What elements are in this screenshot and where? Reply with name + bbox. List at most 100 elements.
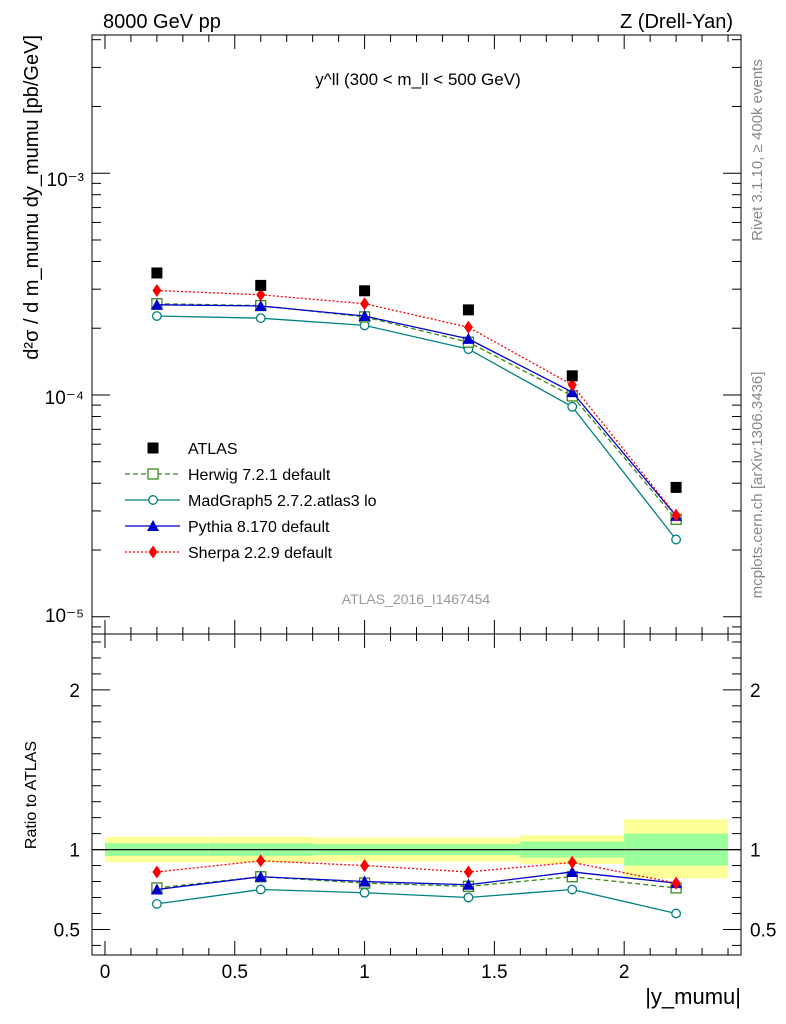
watermark: ATLAS_2016_I1467454 [342, 591, 491, 607]
ratio-point-madgraph [671, 908, 682, 919]
ratio-y-tick-label: 0.5 [54, 920, 80, 941]
main-point-atlas [670, 481, 682, 493]
main-point-pythia [566, 386, 579, 398]
main-x-ticks [104, 35, 729, 634]
legend-label-atlas: ATLAS [188, 441, 238, 458]
main-point-sherpa [671, 508, 681, 522]
main-series-group [150, 267, 683, 545]
ratio-line-pythia [156, 871, 677, 891]
main-y-axis-label: d²σ / d m_mumu dy_mumu [pb/GeV] [21, 35, 43, 360]
ratio-y-axis-label: Ratio to ATLAS [23, 741, 40, 849]
mcplots-label: mcplots.cern.ch [arXiv:1306.3436] [749, 372, 766, 599]
ratio-point-pythia [358, 875, 371, 887]
main-line-sherpa [156, 289, 677, 516]
ratio-line-madgraph [156, 888, 677, 915]
main-point-madgraph [255, 313, 266, 324]
main-y-ticks [92, 39, 741, 628]
ratio-y-tick-label-right: 2 [750, 681, 761, 702]
legend-label-sherpa: Sherpa 2.2.9 default [188, 545, 333, 562]
main-series-sherpa [152, 283, 681, 522]
legend-marker-herwig [147, 468, 159, 480]
legend-item-atlas: ATLAS [147, 441, 238, 458]
main-series-atlas [151, 267, 682, 493]
ratio-point-sherpa [360, 859, 370, 873]
main-series-herwig [151, 298, 682, 525]
ratio-y-tick-label-right: 1 [750, 841, 761, 862]
ratio-frame [91, 633, 742, 956]
ratio-point-sherpa [256, 854, 266, 868]
ratio-series-sherpa [152, 854, 681, 890]
ratio-point-pythia [462, 878, 475, 890]
main-point-madgraph [567, 401, 578, 412]
ratio-point-pythia [566, 865, 579, 877]
ratio-point-madgraph [359, 887, 370, 898]
ratio-bands [92, 819, 741, 879]
main-series-madgraph [151, 311, 682, 545]
ratio-point-pythia [150, 883, 163, 895]
legend-marker-atlas [147, 442, 159, 454]
x-axis-label: |y_mumu| [645, 984, 741, 1009]
main-point-atlas [359, 285, 371, 297]
legend-item-pythia: Pythia 8.170 default [125, 519, 330, 536]
main-point-sherpa [360, 297, 370, 311]
ratio-point-madgraph [151, 898, 162, 909]
main-line-madgraph [156, 315, 677, 540]
x-tick-label: 0 [100, 962, 111, 983]
main-point-pythia [462, 332, 475, 344]
main-point-sherpa [152, 283, 162, 297]
ratio-y-tick-label: 1 [69, 841, 80, 862]
legend-marker-pythia [147, 520, 159, 531]
x-tick-label: 1.5 [481, 962, 507, 983]
ratio-line-sherpa [156, 860, 677, 884]
rivet-label: Rivet 3.1.10, ≥ 400k events [749, 59, 766, 241]
ratio-point-madgraph [255, 884, 266, 895]
main-point-madgraph [151, 311, 162, 321]
main-line-herwig [156, 303, 677, 520]
ratio-point-sherpa [671, 876, 681, 890]
ratio-series-pythia [150, 865, 683, 895]
main-point-atlas [462, 304, 474, 316]
ratio-point-madgraph [463, 892, 474, 903]
ratio-point-madgraph [567, 884, 578, 895]
main-point-sherpa [463, 320, 473, 334]
main-point-sherpa [256, 288, 266, 302]
main-line-pythia [156, 304, 677, 517]
legend: ATLAS Herwig 7.2.1 default MadGraph5 2.7.2… [125, 441, 377, 562]
x-tick-label: 0.5 [222, 962, 248, 983]
main-y-tick-label-1e-4: 10⁻⁴ [45, 388, 84, 409]
legend-marker-sherpa [148, 545, 158, 559]
legend-item-herwig: Herwig 7.2.1 default [125, 467, 331, 484]
main-series-pythia [150, 298, 683, 521]
main-point-madgraph [671, 534, 682, 545]
ratio-line-herwig [156, 876, 677, 889]
ratio-x-ticks: 0 0.5 1 1.5 2 [100, 634, 729, 983]
legend-item-madgraph: MadGraph5 2.7.2.atlas3 lo [125, 493, 377, 510]
legend-marker-madgraph [148, 495, 158, 505]
main-point-pythia [254, 299, 267, 311]
main-point-atlas [255, 279, 267, 291]
ratio-series-madgraph [151, 884, 682, 919]
ratio-y-tick-label: 2 [69, 681, 80, 702]
main-y-tick-label-1e-3: 10⁻³ [47, 170, 85, 191]
main-title: y^ll (300 < m_ll < 500 GeV) [315, 70, 520, 89]
ratio-y-ticks: 0.5 0.5 1 1 2 2 [54, 641, 776, 946]
main-point-atlas [566, 370, 578, 382]
main-point-atlas [151, 267, 163, 279]
main-y-tick-label-1e-5: 10⁻⁵ [45, 606, 84, 627]
ratio-point-pythia [254, 870, 267, 882]
ratio-y-tick-label-right: 0.5 [750, 920, 776, 941]
ratio-point-sherpa [463, 865, 473, 879]
x-tick-label: 1 [359, 962, 370, 983]
header-left: 8000 GeV pp [103, 11, 221, 33]
legend-label-pythia: Pythia 8.170 default [188, 519, 330, 536]
ratio-panel: 0.5 0.5 1 1 2 2 0 0.5 1 1.5 2 Ratio to ATLAS |y_m… [23, 633, 776, 1009]
x-tick-label: 2 [619, 962, 630, 983]
main-point-sherpa [567, 378, 577, 392]
ratio-point-sherpa [567, 855, 577, 869]
ratio-point-sherpa [152, 865, 162, 879]
main-point-pythia [150, 298, 163, 310]
legend-label-madgraph: MadGraph5 2.7.2.atlas3 lo [188, 493, 377, 510]
header-right: Z (Drell-Yan) [620, 11, 733, 33]
legend-label-herwig: Herwig 7.2.1 default [188, 467, 331, 484]
